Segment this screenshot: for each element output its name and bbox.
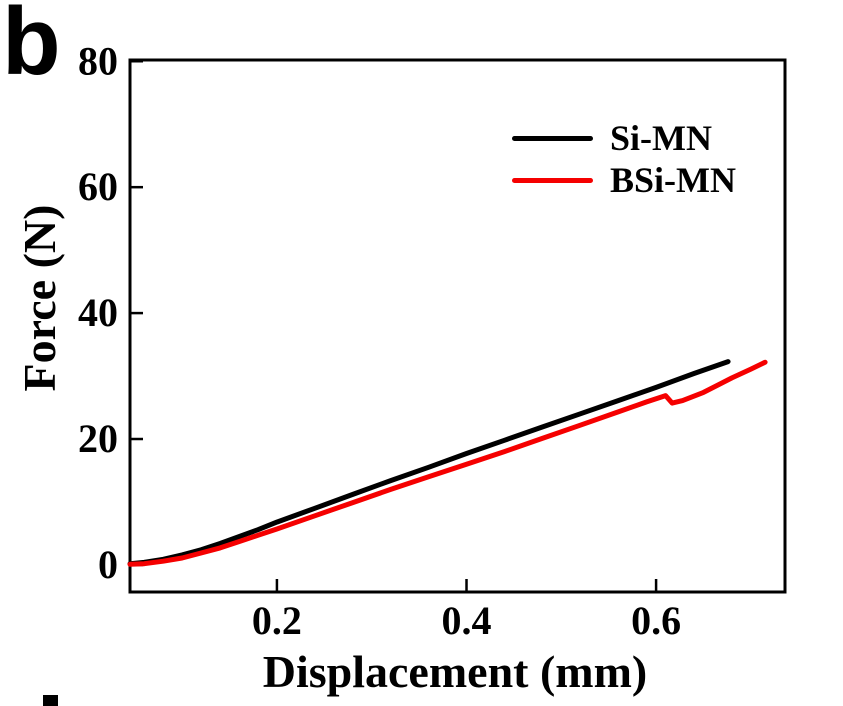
- y-tick-label: 80: [78, 38, 118, 83]
- legend-line-swatch-si-mn: [512, 135, 593, 141]
- legend-label-si-mn: Si-MN: [610, 118, 712, 158]
- y-axis-title: Force (N): [14, 204, 65, 392]
- legend-row-si-mn: Si-MN: [512, 117, 736, 159]
- x-tick-label: 0.6: [631, 598, 681, 643]
- y-tick-label: 20: [78, 416, 118, 461]
- y-tick-label: 0: [98, 542, 118, 587]
- plot-box: [128, 58, 787, 594]
- x-tick-label: 0.2: [252, 598, 302, 643]
- y-tick-label: 60: [78, 164, 118, 209]
- x-tick-label: 0.4: [442, 598, 492, 643]
- panel-label: b: [2, 0, 61, 95]
- legend-line-swatch-bsi-mn: [512, 177, 593, 183]
- legend-label-bsi-mn: BSi-MN: [610, 160, 736, 200]
- next-panel-label-partial: [43, 695, 58, 706]
- y-tick-label: 40: [78, 290, 118, 335]
- legend: Si-MN BSi-MN: [512, 117, 736, 201]
- series-line-bsi-mn: [127, 359, 768, 567]
- series-line-si-mn: [127, 359, 731, 567]
- legend-row-bsi-mn: BSi-MN: [512, 159, 736, 201]
- x-axis-title: Displacement (mm): [262, 646, 648, 697]
